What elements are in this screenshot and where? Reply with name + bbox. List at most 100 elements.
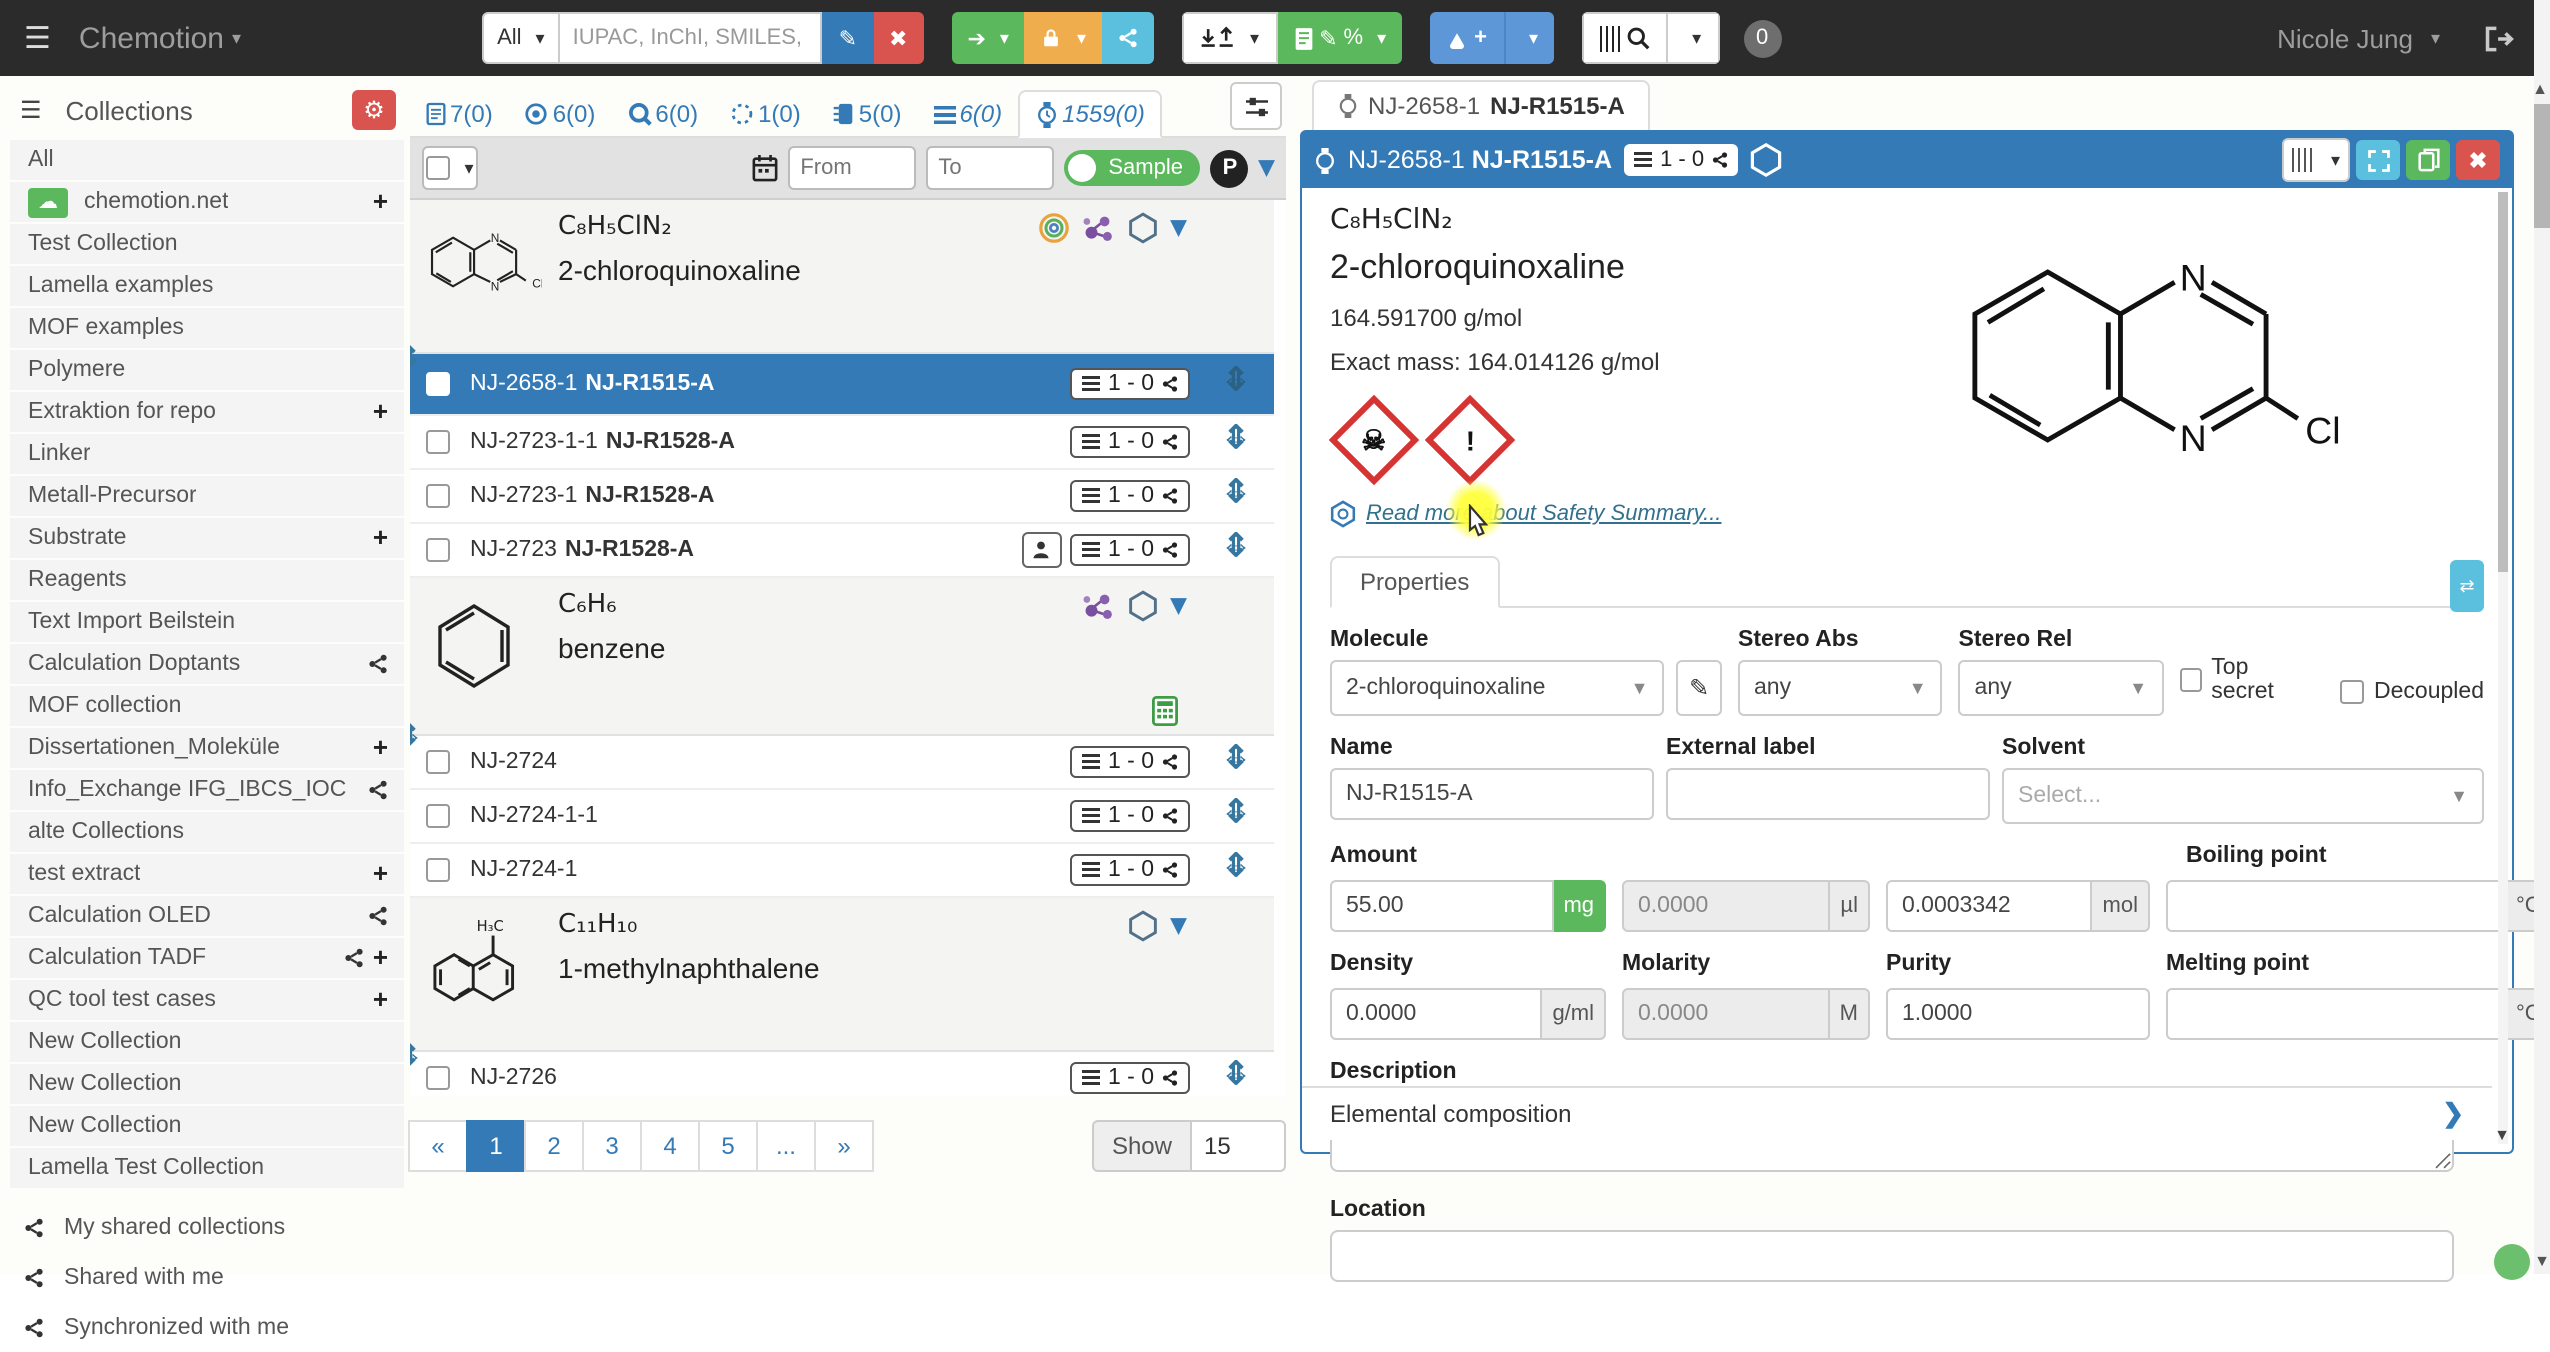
create-sample-button[interactable]: + [1430, 12, 1504, 64]
close-detail-button[interactable]: ✖ [2456, 140, 2500, 180]
sample-row[interactable]: NJ-2724-1-1 1 - 0 [410, 790, 1274, 844]
menu-hamburger-icon[interactable]: ☰ [24, 22, 51, 56]
molecule-group-header[interactable]: N N Cl C₈H₅ClN₂ 2-chloroquinoxaline ▾ [410, 200, 1274, 354]
export-collection-button[interactable]: ➔ ▾ [951, 12, 1025, 64]
sidebar-item[interactable]: Calculation Doptants [10, 644, 404, 684]
row-checkbox[interactable] [426, 430, 450, 454]
tab-samples[interactable]: 7(0) [410, 92, 509, 136]
molecule-group-header[interactable]: H₃C C₁₁H₁₀ 1-methylnaphthalene ▾ [410, 898, 1274, 1052]
list-scrollbar[interactable] [1274, 200, 1286, 1096]
analyses-count-badge[interactable]: 1 - 0 [1069, 854, 1190, 886]
sidebar-item[interactable]: Metall-Precursor [10, 476, 404, 516]
location-input[interactable] [1330, 1230, 2454, 1282]
sidebar-item[interactable]: QC tool test cases + [10, 980, 404, 1020]
analyses-count-badge[interactable]: 1 - 0 [1069, 368, 1190, 400]
row-checkbox[interactable] [426, 484, 450, 508]
row-checkbox[interactable] [426, 804, 450, 828]
lock-collection-button[interactable]: ▾ [1024, 12, 1103, 64]
sample-row[interactable]: NJ-2723-1-1 NJ-R1528-A 1 - 0 [410, 416, 1274, 470]
hexagon-structure-icon[interactable] [1129, 212, 1159, 244]
safety-summary-link[interactable]: Read more about Safety Summary... [1330, 480, 1721, 540]
page-4[interactable]: 4 [640, 1120, 700, 1172]
clear-search-button[interactable]: ✖ [873, 12, 924, 64]
amount-mg-input[interactable] [1330, 880, 1554, 932]
detail-tab[interactable]: NJ-2658-1 NJ-R1515-A [1312, 80, 1651, 130]
detail-scrollbar[interactable] [2498, 192, 2508, 1144]
sidebar-item[interactable]: Reagents [10, 560, 404, 600]
sidebar-item[interactable]: Calculation TADF + [10, 938, 404, 978]
plus-icon[interactable]: + [372, 522, 388, 552]
product-filter-button[interactable]: P [1210, 149, 1249, 187]
page-last[interactable]: » [814, 1120, 874, 1172]
page-3[interactable]: 3 [582, 1120, 642, 1172]
sample-row[interactable]: NJ-2724-1 1 - 0 [410, 844, 1274, 898]
edit-structure-button[interactable]: ✎ [1676, 660, 1722, 716]
analyses-count-badge[interactable]: 1 - 0 [1069, 746, 1190, 778]
sidebar-item[interactable]: Lamella examples [10, 266, 404, 306]
chevron-down-icon[interactable]: ▾ [1170, 588, 1186, 622]
chevron-down-icon[interactable]: ▾ [1170, 210, 1186, 244]
top-secret-checkbox[interactable]: Top secret [2179, 656, 2308, 704]
share-icon[interactable] [345, 948, 365, 968]
window-scrollbar-thumb[interactable] [2534, 104, 2550, 228]
plus-icon[interactable]: + [372, 984, 388, 1014]
analyses-count-badge[interactable]: 1 - 0 [1069, 1062, 1190, 1094]
sidebar-item-chemotion-net[interactable]: ☁ chemotion.net + [10, 182, 404, 222]
date-to-input[interactable] [926, 146, 1055, 190]
my-shared-collections-link[interactable]: My shared collections [0, 1202, 404, 1252]
tab-screens[interactable]: 1(0) [714, 92, 817, 136]
tab-reports[interactable]: 6(0) [917, 92, 1018, 136]
move-handle-icon[interactable] [1218, 478, 1254, 512]
page-1[interactable]: 1 [466, 1120, 526, 1172]
fullscreen-button[interactable] [2356, 140, 2400, 180]
brand-menu[interactable]: Chemotion [78, 21, 224, 55]
sidebar-item[interactable]: Polymere [10, 350, 404, 390]
plus-icon[interactable]: + [372, 858, 388, 888]
analyses-count-badge[interactable]: 1 - 0 [1069, 800, 1190, 832]
toggle-panel-width-button[interactable]: ⇄ [2450, 560, 2484, 612]
sidebar-item[interactable]: test extract + [10, 854, 404, 894]
analyses-count-badge[interactable]: 1 - 0 [1069, 480, 1190, 512]
shared-with-me-link[interactable]: Shared with me [0, 1252, 404, 1302]
calendar-icon[interactable] [752, 154, 778, 182]
sidebar-item[interactable]: MOF collection [10, 686, 404, 726]
synchronized-with-me-link[interactable]: Synchronized with me [0, 1302, 404, 1352]
select-all-checkbox[interactable] [426, 156, 451, 180]
search-scope-select[interactable]: All ▾ [481, 12, 561, 64]
row-checkbox[interactable] [426, 858, 450, 882]
hexagon-structure-icon[interactable] [1750, 142, 1782, 178]
sidebar-item[interactable]: Lamella Test Collection [10, 1148, 404, 1188]
page-first[interactable]: « [408, 1120, 468, 1172]
sample-toggle[interactable]: Sample [1064, 150, 1201, 186]
tab-wellplates[interactable]: 6(0) [611, 92, 714, 136]
sample-row[interactable]: NJ-2723 NJ-R1528-A 1 - 0 [410, 524, 1274, 578]
share-button[interactable] [1102, 12, 1155, 64]
select-all-dropdown[interactable]: ▾ [422, 146, 478, 190]
move-handle-icon[interactable] [1218, 424, 1254, 458]
sample-row[interactable]: NJ-2726 1 - 0 [410, 1052, 1274, 1096]
share-icon[interactable] [368, 906, 388, 926]
plus-icon[interactable]: + [372, 186, 388, 216]
barcode-scan-button[interactable] [1582, 12, 1669, 64]
molecule-select[interactable]: 2-chloroquinoxaline ▼ [1330, 660, 1665, 716]
sidebar-item[interactable]: MOF examples [10, 308, 404, 348]
amount-mol-input[interactable] [1886, 880, 2093, 932]
window-scrollbar[interactable]: ▲ ▼ [2532, 0, 2550, 1274]
notification-count-badge[interactable]: 0 [1743, 19, 1782, 57]
share-icon[interactable] [368, 780, 388, 800]
sample-row[interactable]: NJ-2724 1 - 0 [410, 736, 1274, 790]
decoupled-checkbox[interactable]: Decoupled [2340, 680, 2484, 704]
detail-scrollbar-thumb[interactable] [2498, 192, 2508, 572]
page-ellipsis[interactable]: ... [756, 1120, 816, 1172]
scroll-down-arrow-icon[interactable]: ▼ [2534, 1252, 2550, 1270]
analyses-count-badge[interactable]: 1 - 0 [1069, 534, 1190, 566]
move-handle-icon[interactable] [1218, 798, 1254, 832]
row-checkbox[interactable] [426, 1066, 450, 1090]
sidebar-item[interactable]: Linker [10, 434, 404, 474]
sidebar-item[interactable]: Substrate + [10, 518, 404, 558]
chevron-down-icon[interactable]: ▾ [1170, 908, 1186, 942]
molecule-group-header[interactable]: C₆H₆ benzene ▾ [410, 578, 1274, 736]
move-handle-icon[interactable] [1218, 744, 1254, 778]
external-label-input[interactable] [1666, 768, 1990, 820]
elemental-composition-section[interactable]: Elemental composition ❯ [1302, 1086, 2492, 1140]
